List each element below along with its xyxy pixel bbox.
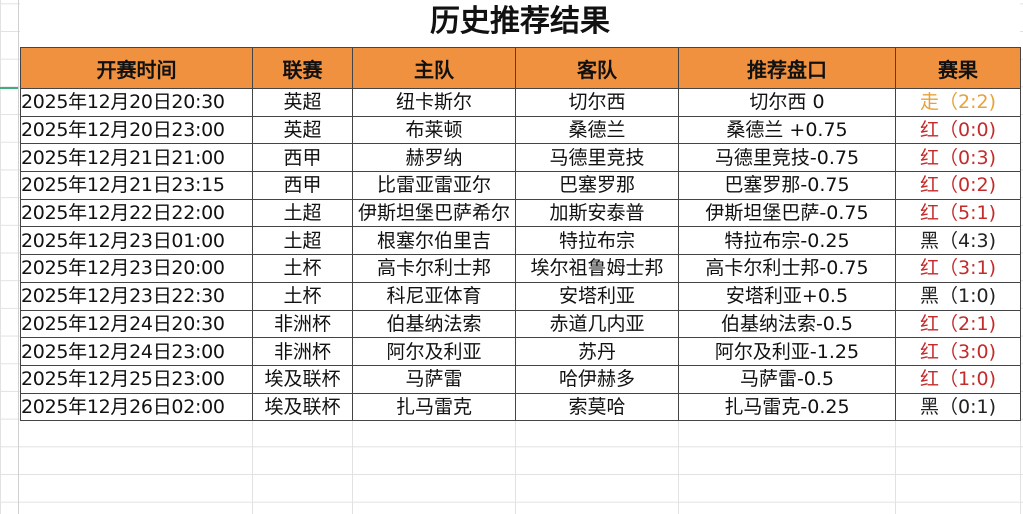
away-cell[interactable]: 切尔西 [515, 88, 679, 117]
col-header-time[interactable]: 开赛时间 [20, 47, 253, 89]
time-cell[interactable]: 2025年12月24日23:00 [20, 337, 253, 366]
result-cell[interactable]: 走（2:2) [895, 88, 1021, 117]
result-cell[interactable]: 红（3:1) [895, 254, 1021, 283]
table-row: 2025年12月20日23:00 英超 布莱顿 桑德兰 桑德兰 +0.75 红（0:0) [20, 115, 1021, 145]
result-cell[interactable]: 红（0:3) [895, 143, 1021, 173]
pick-cell[interactable]: 阿尔及利亚-1.25 [678, 337, 896, 366]
result-cell[interactable]: 黑（4:3) [895, 226, 1021, 256]
time-cell[interactable]: 2025年12月23日20:00 [20, 254, 253, 283]
results-table: 开赛时间 联赛 主队 客队 推荐盘口 赛果 2025年12月20日20:30 英超… [20, 47, 1021, 422]
pick-cell[interactable]: 伯基纳法索-0.5 [678, 309, 896, 339]
league-cell[interactable]: 土超 [252, 226, 353, 256]
result-cell[interactable]: 黑（1:0) [895, 281, 1021, 311]
home-cell[interactable]: 布莱顿 [352, 115, 516, 145]
home-cell[interactable]: 高卡尔利士邦 [352, 254, 516, 283]
league-cell[interactable]: 英超 [252, 115, 353, 145]
result-cell[interactable]: 红（3:0) [895, 337, 1021, 366]
away-cell[interactable]: 桑德兰 [515, 115, 679, 145]
result-cell[interactable]: 黑（0:1) [895, 392, 1021, 422]
result-cell[interactable]: 红（0:0) [895, 115, 1021, 145]
header-row: 开赛时间 联赛 主队 客队 推荐盘口 赛果 [20, 47, 1021, 89]
home-cell[interactable]: 比雷亚雷亚尔 [352, 171, 516, 200]
result-cell[interactable]: 红（0:2) [895, 171, 1021, 200]
result-cell[interactable]: 红（2:1) [895, 309, 1021, 339]
table-row: 2025年12月24日23:00 非洲杯 阿尔及利亚 苏丹 阿尔及利亚-1.25 红（3:… [20, 337, 1021, 366]
away-cell[interactable]: 哈伊赫多 [515, 364, 679, 394]
time-cell[interactable]: 2025年12月20日20:30 [20, 88, 253, 117]
league-cell[interactable]: 埃及联杯 [252, 364, 353, 394]
league-cell[interactable]: 埃及联杯 [252, 392, 353, 422]
league-cell[interactable]: 土杯 [252, 281, 353, 311]
time-cell[interactable]: 2025年12月23日01:00 [20, 226, 253, 256]
result-cell[interactable]: 红（5:1) [895, 198, 1021, 228]
league-cell[interactable]: 土杯 [252, 254, 353, 283]
time-cell[interactable]: 2025年12月25日23:00 [20, 364, 253, 394]
time-cell[interactable]: 2025年12月24日20:30 [20, 309, 253, 339]
league-cell[interactable]: 西甲 [252, 171, 353, 200]
pick-cell[interactable]: 伊斯坦堡巴萨-0.75 [678, 198, 896, 228]
table-row: 2025年12月23日20:00 土杯 高卡尔利士邦 埃尔祖鲁姆士邦 高卡尔利士邦-0.… [20, 254, 1021, 283]
away-cell[interactable]: 安塔利亚 [515, 281, 679, 311]
time-cell[interactable]: 2025年12月23日22:30 [20, 281, 253, 311]
league-cell[interactable]: 英超 [252, 88, 353, 117]
home-cell[interactable]: 纽卡斯尔 [352, 88, 516, 117]
league-cell[interactable]: 非洲杯 [252, 337, 353, 366]
time-cell[interactable]: 2025年12月21日23:15 [20, 171, 253, 200]
time-cell[interactable]: 2025年12月26日02:00 [20, 392, 253, 422]
away-cell[interactable]: 苏丹 [515, 337, 679, 366]
row-selection-indicator [0, 87, 18, 89]
pick-cell[interactable]: 切尔西 0 [678, 88, 896, 117]
home-cell[interactable]: 伯基纳法索 [352, 309, 516, 339]
home-cell[interactable]: 马萨雷 [352, 364, 516, 394]
away-cell[interactable]: 赤道几内亚 [515, 309, 679, 339]
col-header-pick[interactable]: 推荐盘口 [678, 47, 896, 89]
col-header-result[interactable]: 赛果 [895, 47, 1021, 89]
away-cell[interactable]: 巴塞罗那 [515, 171, 679, 200]
home-cell[interactable]: 阿尔及利亚 [352, 337, 516, 366]
away-cell[interactable]: 马德里竞技 [515, 143, 679, 173]
away-cell[interactable]: 加斯安泰普 [515, 198, 679, 228]
table-row: 2025年12月24日20:30 非洲杯 伯基纳法索 赤道几内亚 伯基纳法索-0.5 红（… [20, 309, 1021, 339]
table-row: 2025年12月23日22:30 土杯 科尼亚体育 安塔利亚 安塔利亚+0.5 黑（1:0… [20, 281, 1021, 311]
table-row: 2025年12月23日01:00 土超 根塞尔伯里吉 特拉布宗 特拉布宗-0.25 黑（4… [20, 226, 1021, 256]
table-row: 2025年12月21日21:00 西甲 赫罗纳 马德里竞技 马德里竞技-0.75 红（0:… [20, 143, 1021, 173]
result-cell[interactable]: 红（1:0) [895, 364, 1021, 394]
sheet-title: 历史推荐结果 [20, 0, 1020, 47]
away-cell[interactable]: 索莫哈 [515, 392, 679, 422]
league-cell[interactable]: 西甲 [252, 143, 353, 173]
pick-cell[interactable]: 高卡尔利士邦-0.75 [678, 254, 896, 283]
home-cell[interactable]: 根塞尔伯里吉 [352, 226, 516, 256]
time-cell[interactable]: 2025年12月21日21:00 [20, 143, 253, 173]
pick-cell[interactable]: 扎马雷克-0.25 [678, 392, 896, 422]
time-cell[interactable]: 2025年12月20日23:00 [20, 115, 253, 145]
league-cell[interactable]: 非洲杯 [252, 309, 353, 339]
time-cell[interactable]: 2025年12月22日22:00 [20, 198, 253, 228]
home-cell[interactable]: 赫罗纳 [352, 143, 516, 173]
pick-cell[interactable]: 桑德兰 +0.75 [678, 115, 896, 145]
home-cell[interactable]: 伊斯坦堡巴萨希尔 [352, 198, 516, 228]
pick-cell[interactable]: 马萨雷-0.5 [678, 364, 896, 394]
table-row: 2025年12月21日23:15 西甲 比雷亚雷亚尔 巴塞罗那 巴塞罗那-0.75 红（0… [20, 171, 1021, 200]
away-cell[interactable]: 特拉布宗 [515, 226, 679, 256]
table-row: 2025年12月25日23:00 埃及联杯 马萨雷 哈伊赫多 马萨雷-0.5 红（1:0) [20, 364, 1021, 394]
home-cell[interactable]: 科尼亚体育 [352, 281, 516, 311]
away-cell[interactable]: 埃尔祖鲁姆士邦 [515, 254, 679, 283]
league-cell[interactable]: 土超 [252, 198, 353, 228]
pick-cell[interactable]: 巴塞罗那-0.75 [678, 171, 896, 200]
home-cell[interactable]: 扎马雷克 [352, 392, 516, 422]
pick-cell[interactable]: 马德里竞技-0.75 [678, 143, 896, 173]
row-header-edge [18, 0, 19, 514]
col-header-away[interactable]: 客队 [515, 47, 679, 89]
table-row: 2025年12月20日20:30 英超 纽卡斯尔 切尔西 切尔西 0 走（2:2) [20, 88, 1021, 117]
table-row: 2025年12月22日22:00 土超 伊斯坦堡巴萨希尔 加斯安泰普 伊斯坦堡巴萨-0.… [20, 198, 1021, 228]
col-header-league[interactable]: 联赛 [252, 47, 353, 89]
pick-cell[interactable]: 安塔利亚+0.5 [678, 281, 896, 311]
pick-cell[interactable]: 特拉布宗-0.25 [678, 226, 896, 256]
table-row: 2025年12月26日02:00 埃及联杯 扎马雷克 索莫哈 扎马雷克-0.25 黑（0:… [20, 392, 1021, 422]
col-header-home[interactable]: 主队 [352, 47, 516, 89]
